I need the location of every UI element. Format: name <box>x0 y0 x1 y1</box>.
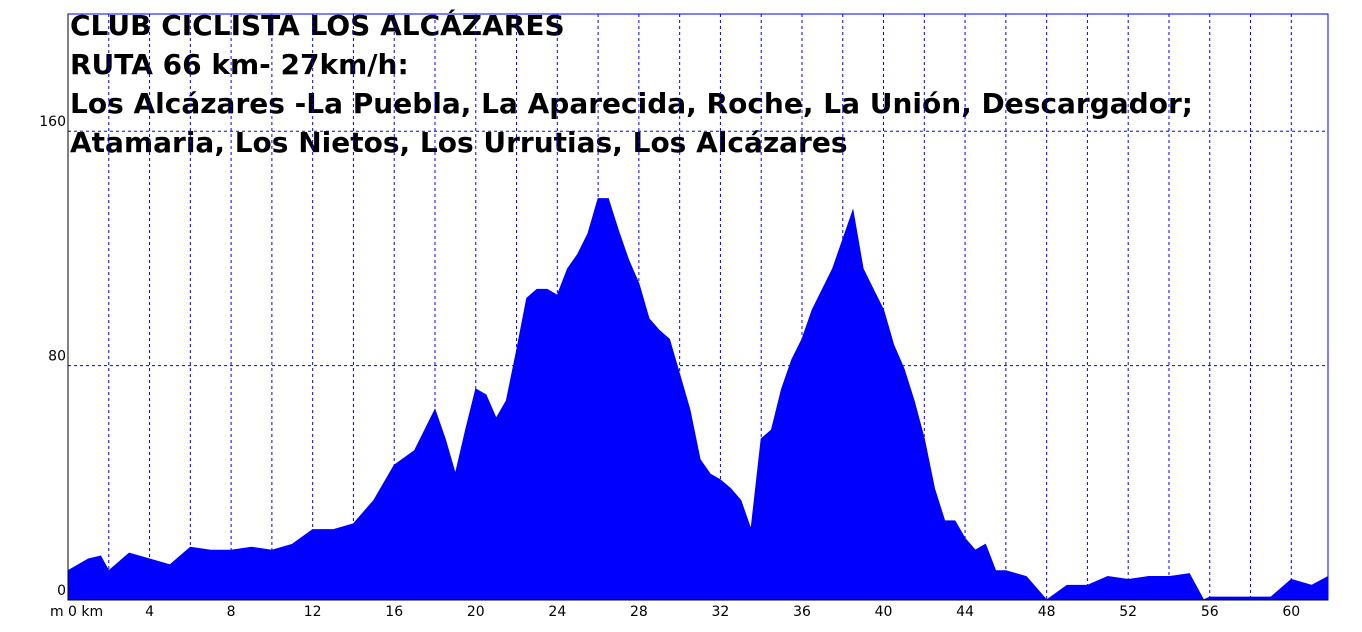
y-tick-label: 80 <box>48 349 66 365</box>
x-tick-label: 20 <box>467 604 485 620</box>
y-tick-label: 0 <box>57 583 66 599</box>
x-tick-label: 44 <box>956 604 974 620</box>
x-tick-label: 24 <box>548 604 566 620</box>
x-tick-label: 48 <box>1038 604 1056 620</box>
x-tick-label: 36 <box>793 604 811 620</box>
chart-title: CLUB CICLISTA LOS ALCÁZARES <box>70 8 565 42</box>
x-tick-label: 0 km <box>68 604 103 620</box>
x-tick-label: 52 <box>1119 604 1137 620</box>
x-tick-label: 28 <box>630 604 648 620</box>
x-tick-label: 56 <box>1201 604 1219 620</box>
x-tick-label: 4 <box>145 604 154 620</box>
y-axis-label: m <box>50 604 64 620</box>
subtitle-line: Los Alcázares -La Puebla, La Aparecida, … <box>70 87 1193 120</box>
x-tick-label: 40 <box>875 604 893 620</box>
x-tick-label: 12 <box>304 604 322 620</box>
elevation-area <box>67 198 1329 601</box>
subtitle-line: RUTA 66 km- 27km/h: <box>70 48 409 81</box>
y-tick-label: 160 <box>39 114 66 130</box>
x-tick-label: 60 <box>1282 604 1300 620</box>
x-tick-label: 8 <box>227 604 236 620</box>
x-tick-label: 16 <box>385 604 403 620</box>
x-tick-label: 32 <box>712 604 730 620</box>
